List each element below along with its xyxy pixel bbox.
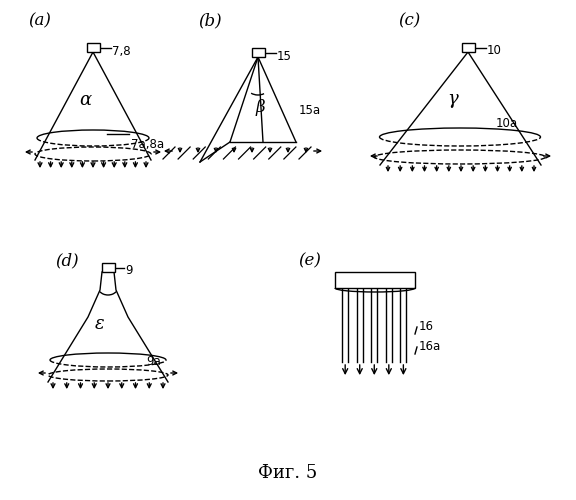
Text: (a): (a) xyxy=(28,12,51,29)
Bar xyxy=(461,43,475,52)
Text: ε: ε xyxy=(95,315,105,333)
Text: Фиг. 5: Фиг. 5 xyxy=(259,464,317,482)
Text: 7,8: 7,8 xyxy=(112,44,131,58)
Text: (d): (d) xyxy=(55,252,79,269)
Text: (c): (c) xyxy=(398,12,420,29)
Text: 15: 15 xyxy=(277,50,292,62)
Text: 10: 10 xyxy=(487,44,502,58)
Bar xyxy=(86,43,100,52)
Text: α: α xyxy=(79,91,91,109)
Bar xyxy=(101,263,115,272)
Text: γ: γ xyxy=(448,90,458,108)
Bar xyxy=(252,48,264,57)
Text: (e): (e) xyxy=(298,252,321,269)
Bar xyxy=(335,272,415,288)
Text: 10a: 10a xyxy=(496,117,518,130)
Text: 9: 9 xyxy=(125,264,132,278)
Text: β: β xyxy=(255,98,265,116)
Text: 9a: 9a xyxy=(146,355,161,368)
Text: 16a: 16a xyxy=(419,340,441,353)
Text: 16: 16 xyxy=(419,320,434,334)
Text: (b): (b) xyxy=(198,12,222,29)
Text: 7a,8a: 7a,8a xyxy=(131,138,164,151)
Text: 15a: 15a xyxy=(299,104,321,117)
